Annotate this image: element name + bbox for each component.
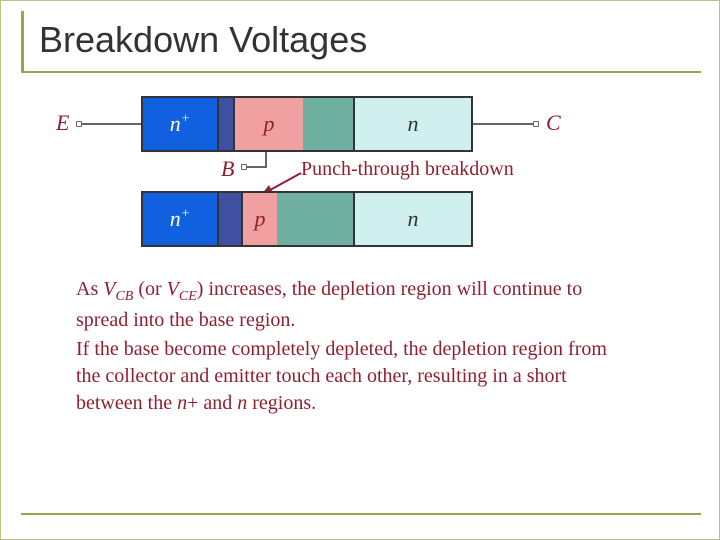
p-region-1: p xyxy=(233,96,303,152)
title-accent xyxy=(21,11,24,73)
base-wire xyxy=(247,166,265,168)
paragraph-2: If the base become completely depleted, … xyxy=(76,336,636,417)
n-plus-label-2: n+ xyxy=(170,206,190,232)
depletion-eb-1 xyxy=(219,96,233,152)
p-label-1: p xyxy=(264,111,275,137)
depletion-cb-1 xyxy=(303,96,353,152)
base-wire-v xyxy=(265,152,267,168)
n-label-2: n xyxy=(408,206,419,232)
paragraph-1: As VCB (or VCE) increases, the depletion… xyxy=(76,276,636,334)
diagram-area: E n+ p n C B Punch-through breakdown xyxy=(76,96,646,176)
page-title: Breakdown Voltages xyxy=(21,19,701,71)
punch-through-annotation: Punch-through breakdown xyxy=(301,158,514,181)
emitter-wire xyxy=(82,123,141,125)
collector-wire xyxy=(473,123,533,125)
n-plus-region-1: n+ xyxy=(141,96,219,152)
transistor-diagram-1: E n+ p n C xyxy=(76,96,646,156)
n-plus-region-2: n+ xyxy=(141,191,219,247)
depletion-eb-2 xyxy=(219,191,241,247)
n-region-2: n xyxy=(353,191,473,247)
footer-rule xyxy=(21,513,701,515)
title-bar: Breakdown Voltages xyxy=(21,19,701,73)
p-label-2: p xyxy=(255,206,266,232)
collector-label: C xyxy=(546,110,561,136)
emitter-label: E xyxy=(56,110,69,136)
depletion-cb-2 xyxy=(277,191,353,247)
n-plus-label-1: n+ xyxy=(170,111,190,137)
n-region-1: n xyxy=(353,96,473,152)
p-region-2: p xyxy=(241,191,277,247)
n-label-1: n xyxy=(408,111,419,137)
base-label: B xyxy=(221,156,234,182)
collector-terminal xyxy=(533,121,539,127)
